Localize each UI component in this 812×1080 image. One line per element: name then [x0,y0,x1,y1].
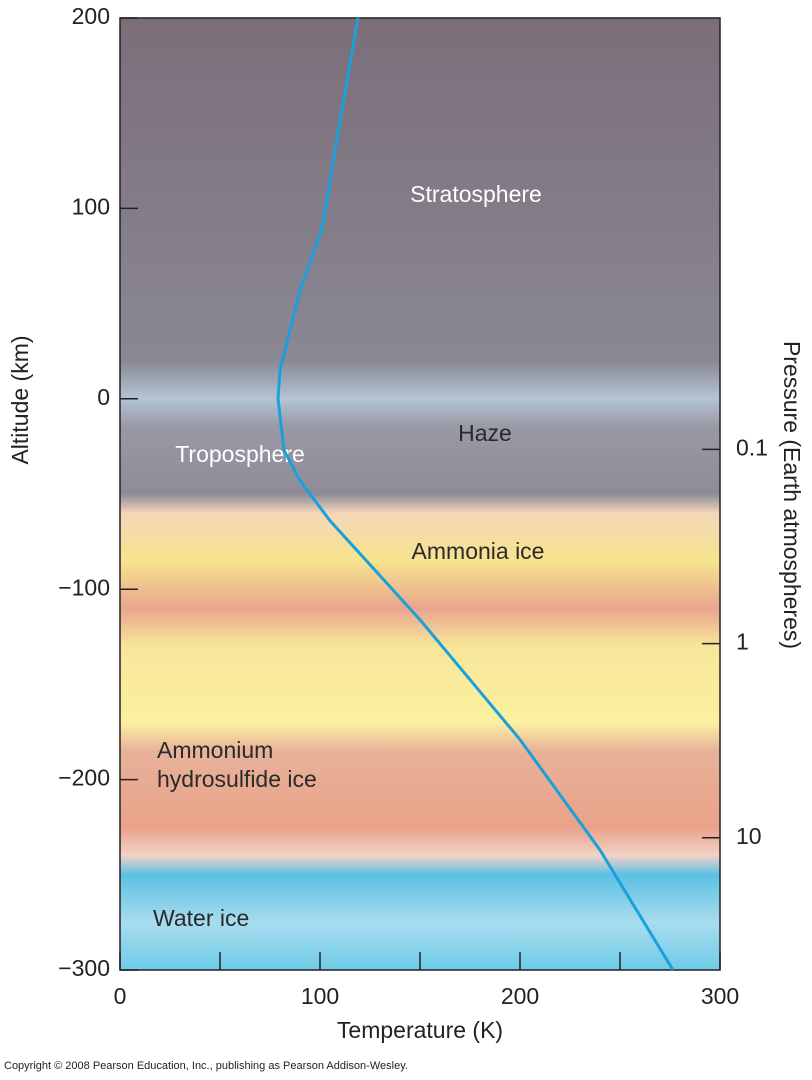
y-tick-label: −300 [58,955,110,981]
y-tick-label: 200 [72,3,110,29]
y-tick-label: −100 [58,574,110,600]
x-tick-label: 100 [301,983,339,1009]
region-label: hydrosulfide ice [157,766,317,792]
region-label: Water ice [153,905,249,931]
y2-tick-label: 10 [736,823,762,849]
region-label: Ammonia ice [412,538,545,564]
y2-axis-label: Pressure (Earth atmospheres) [779,341,805,649]
x-axis-label: Temperature (K) [337,1017,503,1043]
x-tick-label: 200 [501,983,539,1009]
y-tick-label: 100 [72,193,110,219]
y-tick-label: 0 [97,384,110,410]
region-label: Ammonium [157,737,273,763]
copyright: Copyright © 2008 Pearson Education, Inc.… [4,1060,408,1072]
y2-tick-label: 1 [736,629,749,655]
atmosphere-background [120,18,720,970]
y-axis-label: Altitude (km) [7,335,33,464]
region-label: Stratosphere [410,181,542,207]
temperature-line [276,17,675,971]
region-label: Haze [458,420,512,446]
x-tick-label: 0 [114,983,127,1009]
x-tick-label: 300 [701,983,739,1009]
y2-tick-label: 0.1 [736,434,768,460]
y-tick-label: −200 [58,765,110,791]
